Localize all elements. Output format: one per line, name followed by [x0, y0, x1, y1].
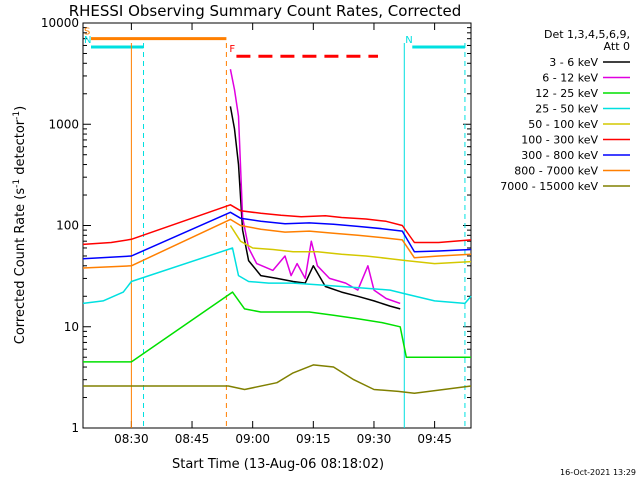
series-line-7 — [82, 218, 472, 269]
y-tick-label-1: 10 — [64, 320, 79, 334]
series-line-5 — [82, 204, 472, 246]
timestamp: 16-Oct-2021 13:29 — [560, 468, 636, 477]
y-axis-label-sup1: -1 — [12, 179, 22, 188]
y-tick-label-0: 1 — [71, 421, 79, 435]
legend-label-3: 25 - 50 keV — [535, 103, 598, 116]
y-tick-label-3: 1000 — [48, 117, 79, 131]
legend-label-4: 50 - 100 keV — [528, 118, 598, 131]
series-line-3 — [82, 247, 472, 305]
x-tick-label-2: 09:00 — [235, 432, 270, 446]
flag-label-f-3: F — [229, 44, 235, 55]
legend-header-1: Att 0 — [604, 40, 630, 53]
y-axis-label-main: Corrected Count Rate (s — [13, 188, 28, 345]
y-axis-label-mid: detector — [13, 119, 28, 179]
flag-label-n-2: N — [405, 35, 412, 46]
series-layer — [82, 69, 472, 395]
series-line-8 — [83, 364, 472, 395]
y-axis-label-sup2: -1 — [12, 111, 22, 120]
y-axis-label-end: ) — [13, 106, 28, 111]
y-axis-label: Corrected Count Rate (s-1 detector-1) — [12, 106, 28, 344]
legend-label-8: 7000 - 15000 keV — [500, 180, 598, 193]
x-axis-label: Start Time (13-Aug-06 08:18:02) — [172, 457, 384, 472]
series-line-2 — [83, 291, 471, 363]
y-tick-label-2: 100 — [56, 219, 79, 233]
legend-label-0: 3 - 6 keV — [549, 56, 598, 69]
legend-label-5: 100 - 300 keV — [521, 134, 598, 147]
flag-label-s-0: S — [84, 27, 90, 38]
series-line-4 — [229, 225, 472, 265]
legend-label-2: 12 - 25 keV — [535, 87, 598, 100]
y-tick-label-4: 10000 — [41, 16, 79, 30]
x-tick-label-3: 09:15 — [296, 432, 331, 446]
x-tick-label-4: 09:30 — [357, 432, 392, 446]
series-line-0 — [229, 106, 401, 310]
axis-ticks: 08:30 08:45 09:00 09:15 09:30 09:45 1 10 100 1000… — [41, 16, 471, 446]
series-line-6 — [82, 211, 472, 260]
x-tick-label-1: 08:45 — [175, 432, 210, 446]
x-tick-label-0: 08:30 — [114, 432, 149, 446]
legend-header-0: Det 1,3,4,5,6,9, — [544, 28, 630, 41]
series-line-1 — [229, 69, 401, 305]
legend-label-6: 300 - 800 keV — [521, 149, 598, 162]
plot-frame — [82, 22, 472, 429]
x-tick-label-5: 09:45 — [417, 432, 452, 446]
flag-label-n-1: N — [84, 35, 91, 46]
legend: Det 1,3,4,5,6,9,Att 0 3 - 6 keV 6 - 12 keV… — [500, 28, 630, 193]
flag-markers: SN NF — [84, 27, 466, 428]
legend-label-7: 800 - 7000 keV — [514, 165, 598, 178]
legend-label-1: 6 - 12 keV — [542, 72, 598, 85]
chart-title: RHESSI Observing Summary Count Rates, Co… — [69, 2, 462, 20]
